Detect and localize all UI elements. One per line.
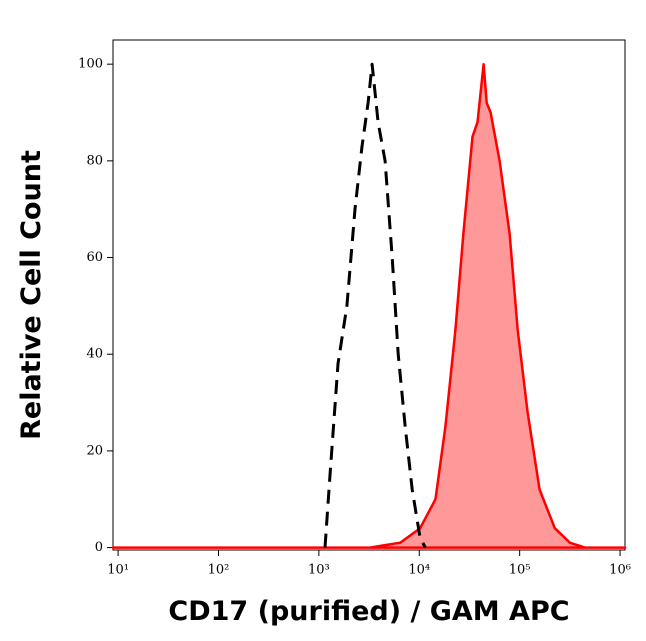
y-axis-label: Relative Cell Count [16,150,47,440]
y-tick-label: 40 [86,347,103,362]
y-tick-label: 0 [95,540,103,555]
y-tick-label: 80 [86,153,103,168]
dashed-histogram [323,62,427,549]
x-tick-label: 10⁵ [509,563,531,578]
x-tick-label: 10⁶ [609,563,631,578]
x-tick-label: 10³ [308,563,330,578]
x-tick-label: 10⁴ [408,563,430,578]
x-tick-label: 10² [208,563,230,578]
x-tick-label: 10¹ [107,563,129,578]
y-tick-label: 60 [86,250,103,265]
filled-histogram [111,62,627,549]
plot-frame [112,39,626,551]
x-axis-label: CD17 (purified) / GAM APC [168,596,569,627]
y-tick-label: 100 [78,57,103,72]
y-tick-label: 20 [86,443,103,458]
